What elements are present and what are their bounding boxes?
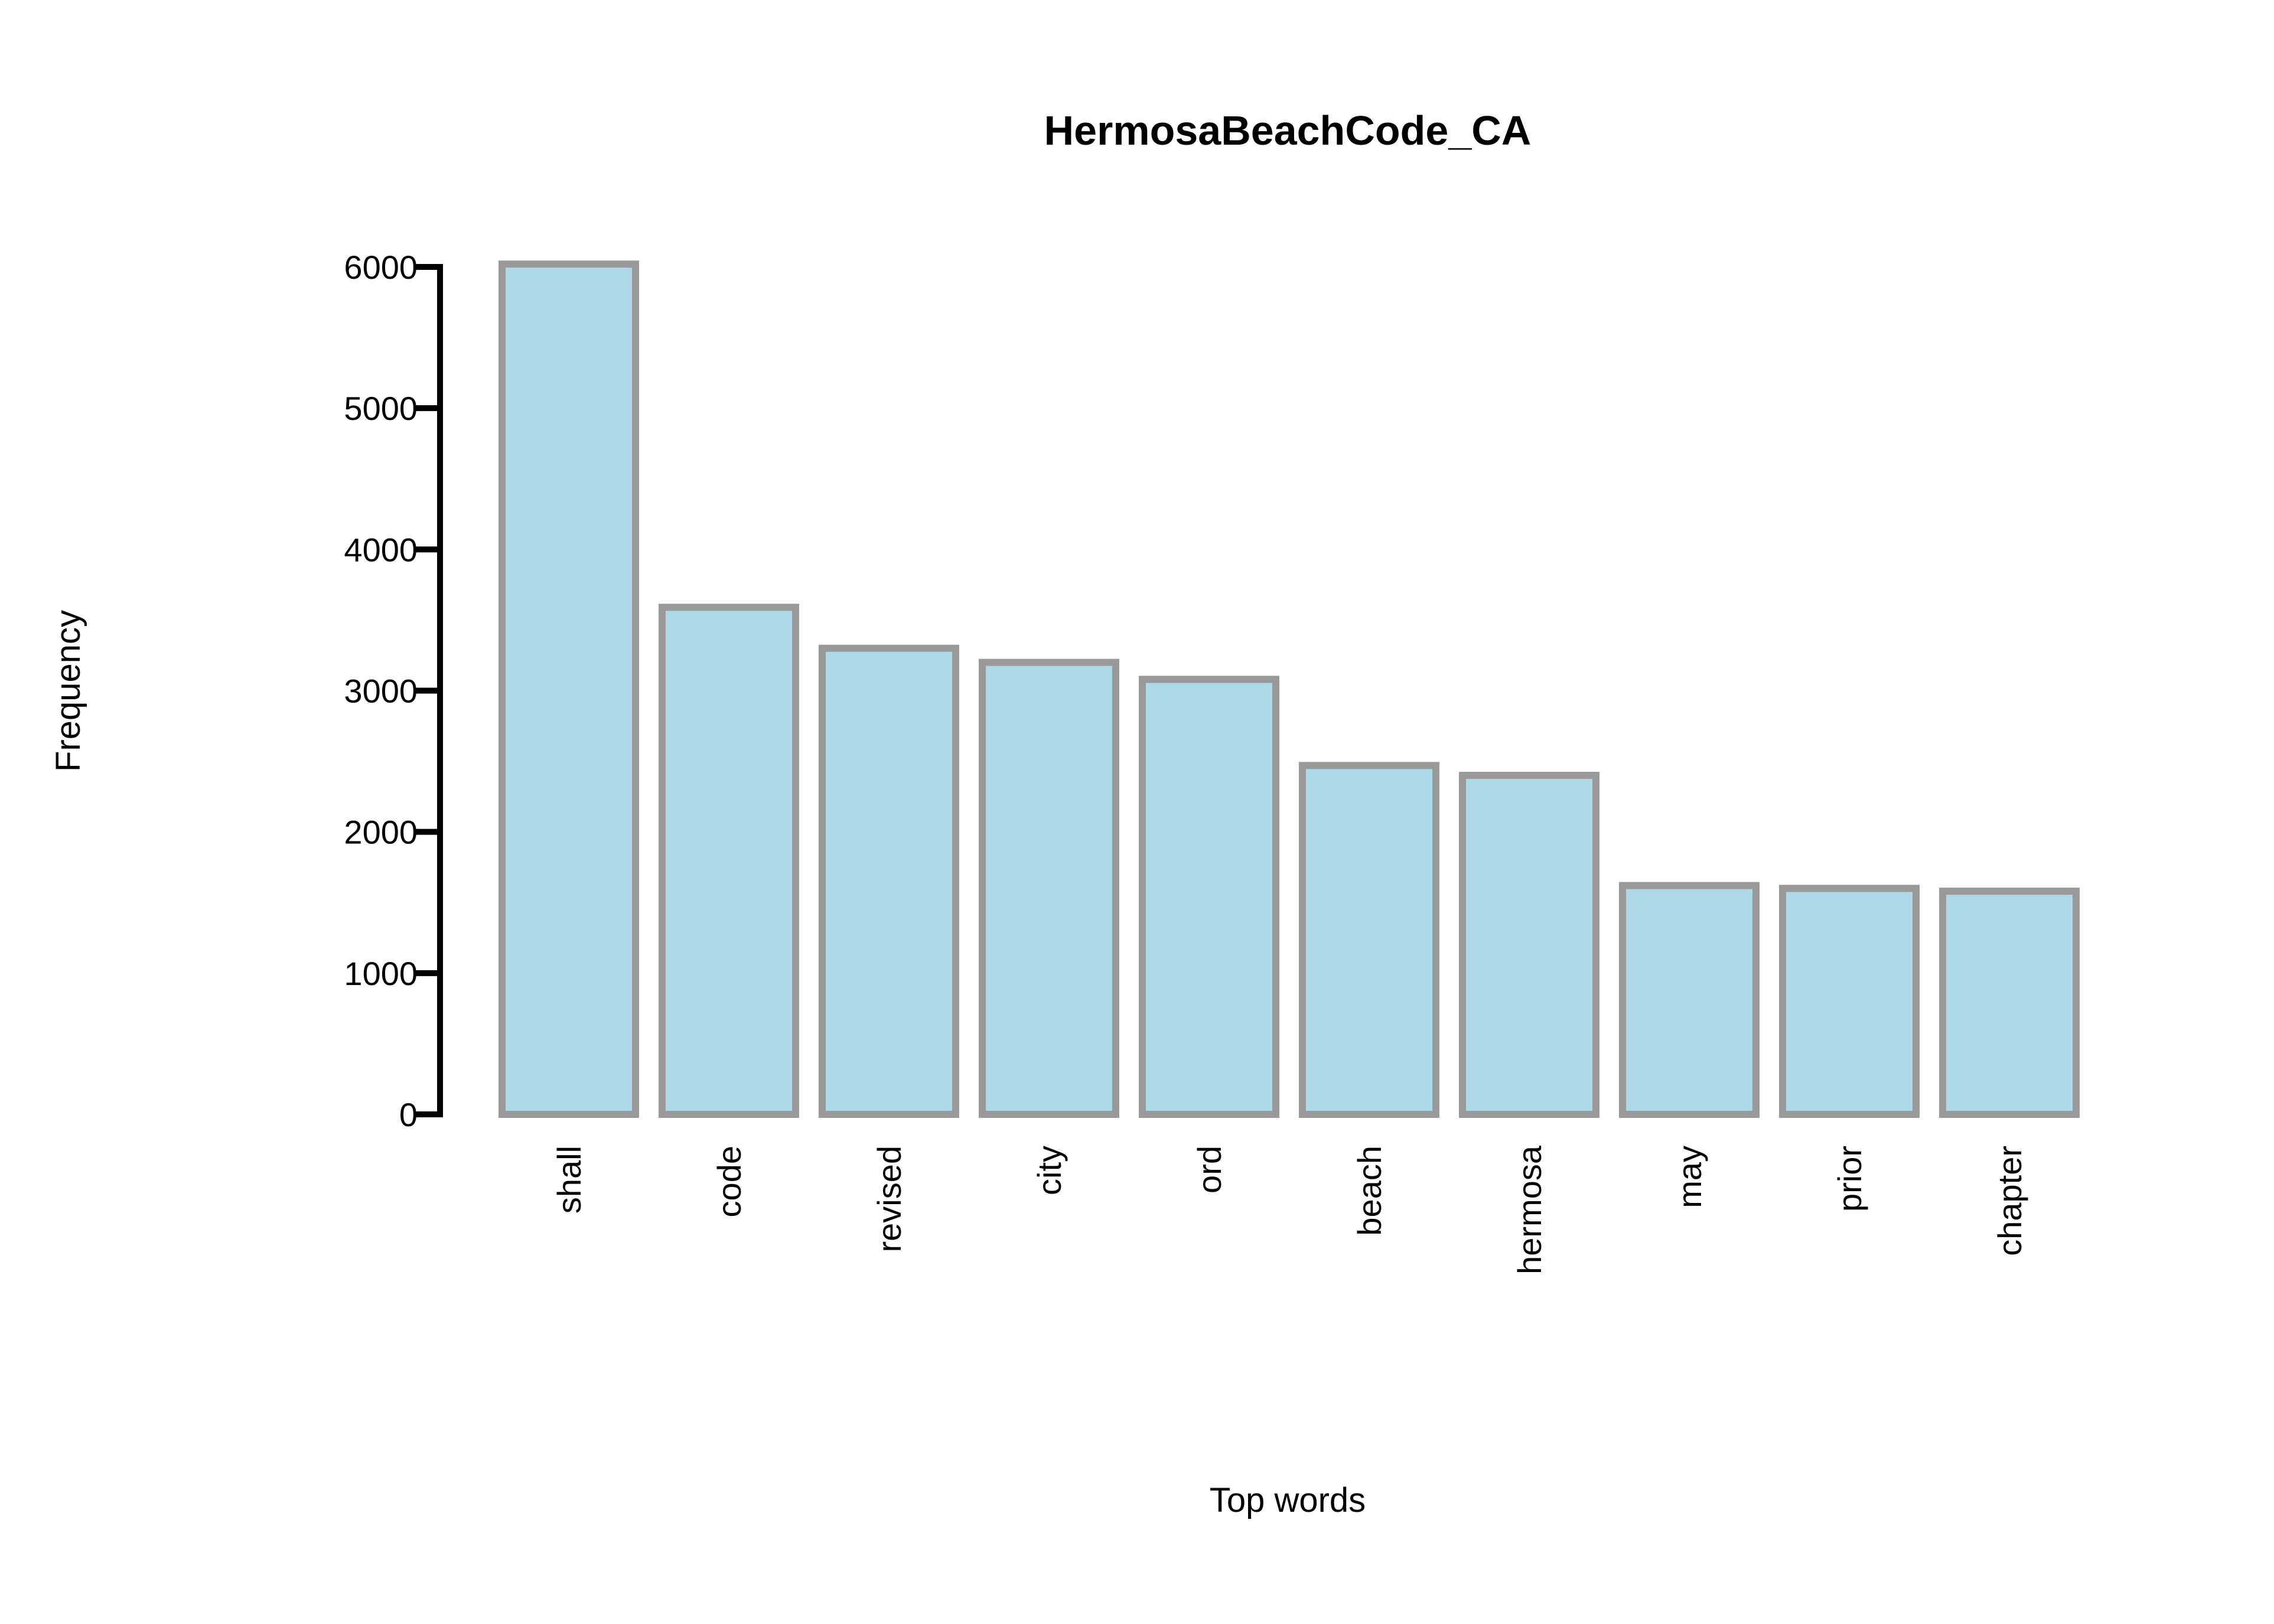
y-tick-label: 1000 <box>344 955 418 992</box>
x-axis-tick-labels: shall code revised city ord beach hermosa may pr… <box>550 1145 2028 1274</box>
bar-revised <box>819 644 959 1118</box>
y-axis-label: Frequency <box>49 610 87 772</box>
x-tick-label-code: code <box>711 1146 748 1217</box>
x-tick-label-city: city <box>1031 1146 1068 1195</box>
bar-code <box>659 604 799 1118</box>
x-tick-label-ord: ord <box>1191 1146 1228 1193</box>
y-tick-label: 4000 <box>344 531 418 568</box>
bar-ord <box>1139 676 1279 1118</box>
y-tick-label: 6000 <box>344 249 418 286</box>
bar-prior <box>1779 885 1920 1118</box>
x-tick-label-prior: prior <box>1831 1146 1868 1212</box>
x-tick-label-beach: beach <box>1351 1146 1388 1236</box>
y-tick-label: 0 <box>399 1096 418 1133</box>
bar-hermosa <box>1459 772 1599 1118</box>
chart-title: HermosaBeachCode_CA <box>1044 107 1532 154</box>
x-tick-label-hermosa: hermosa <box>1511 1145 1548 1274</box>
bar-city <box>979 658 1119 1118</box>
x-tick-label-revised: revised <box>871 1146 908 1253</box>
x-axis-label: Top words <box>1210 1481 1366 1519</box>
bar-beach <box>1299 762 1439 1118</box>
bar-chapter <box>1939 888 2080 1118</box>
y-tick-label: 5000 <box>344 390 418 427</box>
y-tick-label: 3000 <box>344 673 418 710</box>
bars <box>499 260 2080 1118</box>
y-axis: 0 1000 2000 3000 4000 5000 6000 <box>344 249 443 1133</box>
x-tick-label-may: may <box>1671 1146 1708 1208</box>
x-tick-label-shall: shall <box>550 1146 588 1214</box>
x-tick-label-chapter: chapter <box>1991 1146 2028 1256</box>
bar-may <box>1619 882 1760 1118</box>
y-tick-label: 2000 <box>344 814 418 851</box>
bar-shall <box>499 260 639 1118</box>
